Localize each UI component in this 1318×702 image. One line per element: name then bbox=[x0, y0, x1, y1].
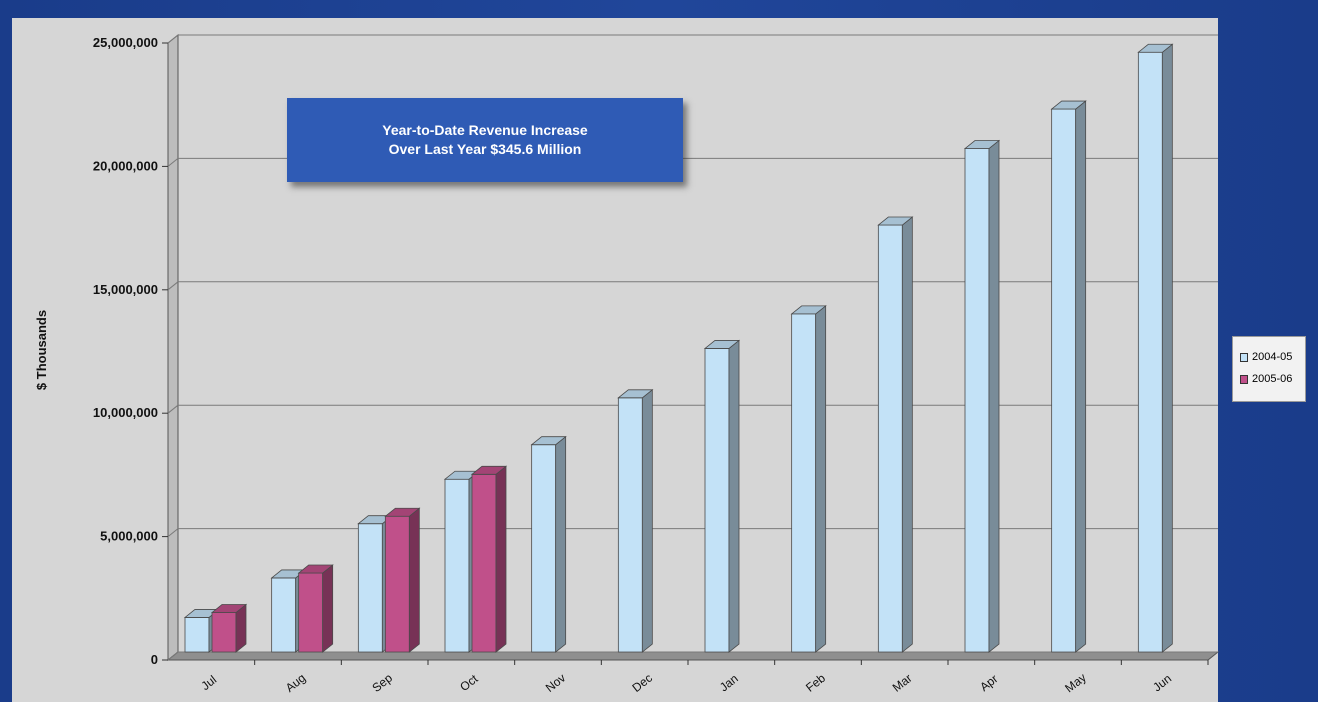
bar-top bbox=[617, 389, 654, 399]
bar-face bbox=[444, 478, 470, 653]
legend-item-2004-05: 2004-05 bbox=[1233, 346, 1305, 368]
bar-side bbox=[555, 435, 567, 653]
bar-oct-2005-06 bbox=[470, 465, 508, 653]
gridline-side bbox=[167, 158, 179, 167]
y-tick-label: 10,000,000 bbox=[93, 405, 158, 420]
bar-face bbox=[384, 515, 410, 653]
bar-side bbox=[1161, 43, 1173, 653]
bar-top bbox=[530, 436, 567, 446]
bar-top bbox=[297, 564, 334, 574]
bar-mar-2004-05 bbox=[877, 216, 914, 653]
bar-face bbox=[471, 473, 497, 653]
bar-side bbox=[408, 507, 420, 653]
bar-feb-2004-05 bbox=[790, 305, 827, 653]
gridline-side bbox=[167, 281, 179, 291]
plot-floor bbox=[166, 651, 1220, 661]
bar-face bbox=[271, 577, 297, 653]
bar-side bbox=[495, 465, 507, 653]
bar-top bbox=[963, 140, 1001, 149]
bar-nov-2004-05 bbox=[530, 435, 567, 653]
annotation-line-1: Year-to-Date Revenue Increase bbox=[382, 122, 588, 138]
legend-label-2004-05: 2004-05 bbox=[1252, 351, 1293, 363]
annotation-line-2: Over Last Year $345.6 Million bbox=[388, 141, 582, 157]
bar-sep-2005-06 bbox=[384, 507, 421, 653]
bar-side bbox=[322, 564, 334, 653]
bar-side bbox=[641, 388, 653, 653]
bar-aug-2005-06 bbox=[297, 564, 334, 653]
bar-face bbox=[184, 617, 210, 653]
gridline-side bbox=[167, 404, 179, 414]
bar-top bbox=[470, 465, 508, 475]
legend-swatch-2004-05 bbox=[1240, 352, 1248, 362]
bar-dec-2004-05 bbox=[617, 388, 654, 653]
bar-face bbox=[704, 348, 730, 653]
bar-face bbox=[877, 224, 903, 653]
bar-face bbox=[617, 397, 643, 653]
bar-may-2004-05 bbox=[1050, 100, 1087, 653]
chart-legend: 2004-05 2005-06 bbox=[1232, 336, 1306, 402]
bar-face bbox=[964, 148, 990, 653]
bar-face bbox=[357, 523, 383, 653]
bar-side bbox=[1075, 100, 1087, 653]
legend-swatch-2005-06 bbox=[1240, 374, 1248, 384]
bar-jun-2004-05 bbox=[1137, 43, 1174, 653]
bar-side bbox=[728, 339, 740, 653]
gridline-side bbox=[167, 528, 179, 537]
bar-top bbox=[210, 604, 248, 613]
bar-top bbox=[790, 305, 827, 315]
bar-side bbox=[815, 305, 827, 653]
y-tick-label: 5,000,000 bbox=[100, 529, 158, 544]
annotation-callout: Year-to-Date Revenue Increase Over Last … bbox=[287, 98, 683, 182]
gridline-side bbox=[167, 651, 179, 661]
gridline-side bbox=[167, 34, 179, 44]
bar-jan-2004-05 bbox=[703, 339, 741, 653]
bar-face bbox=[298, 572, 324, 653]
y-tick-label: 0 bbox=[151, 652, 158, 667]
y-axis-title: $ Thousands bbox=[34, 310, 49, 390]
bar-face bbox=[1137, 51, 1163, 653]
bar-top bbox=[703, 340, 741, 349]
bar-face bbox=[531, 444, 557, 653]
bar-face bbox=[1051, 108, 1077, 653]
bar-side bbox=[901, 216, 913, 653]
legend-item-2005-06: 2005-06 bbox=[1233, 368, 1305, 390]
bar-top bbox=[877, 216, 914, 226]
bar-top bbox=[1050, 100, 1087, 110]
bar-top bbox=[384, 507, 421, 517]
bar-face bbox=[211, 612, 237, 653]
y-tick-label: 20,000,000 bbox=[93, 158, 158, 173]
legend-label-2005-06: 2005-06 bbox=[1252, 373, 1293, 385]
y-tick-label: 25,000,000 bbox=[93, 35, 158, 50]
bar-jul-2005-06 bbox=[210, 603, 248, 653]
bar-apr-2004-05 bbox=[963, 139, 1001, 653]
bar-face bbox=[791, 313, 817, 653]
plot-side-wall bbox=[167, 33, 179, 662]
y-tick-label: 15,000,000 bbox=[93, 282, 158, 297]
bar-top bbox=[1137, 43, 1174, 53]
bar-side bbox=[988, 139, 1000, 653]
